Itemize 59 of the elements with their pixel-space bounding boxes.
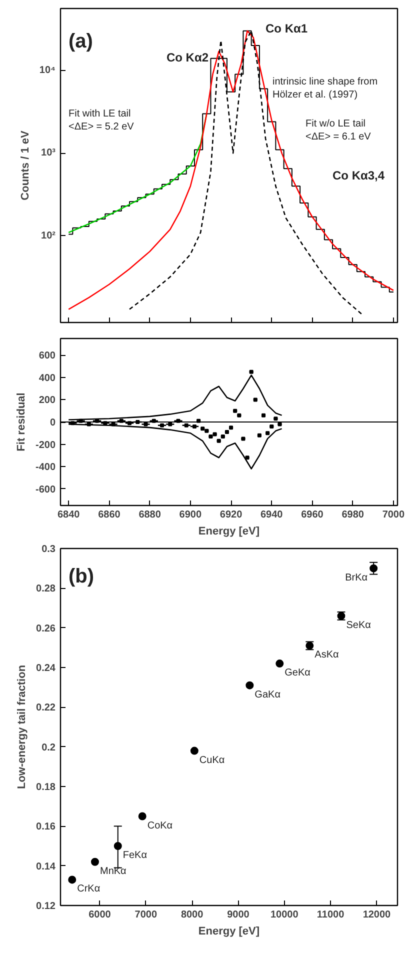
annotation: (a) — [68, 30, 93, 52]
y-tick-label: 200 — [38, 395, 56, 406]
y-tick-label: -400 — [35, 462, 56, 474]
y-tick-label: 0.3 — [42, 544, 56, 555]
x-tick-label: 6980 — [342, 510, 364, 520]
x-tick-label: 10000 — [270, 910, 299, 920]
y-tick-label: 10⁴ — [39, 64, 56, 76]
annotation: (b) — [68, 566, 94, 588]
y-tick-label: 400 — [38, 372, 56, 384]
y-tick-label: 0.16 — [36, 822, 56, 833]
y-axis-title: Counts / 1 eV — [19, 130, 32, 200]
annotation: Fit with LE tail <ΔE> = 5.2 eV — [68, 108, 134, 132]
x-tick-label: 9000 — [227, 910, 250, 920]
y-tick-label: 10² — [41, 230, 56, 242]
annotation: Co Kα1 — [266, 22, 308, 36]
annotation: CuKα — [199, 754, 225, 766]
y-axis-title: Fit residual — [15, 392, 28, 452]
y-tick-label: -600 — [35, 484, 56, 496]
x-tick-label: 6000 — [88, 910, 112, 920]
x-tick-label: 6900 — [179, 510, 202, 520]
y-tick-label: 0.14 — [36, 861, 56, 872]
y-tick-label: 0.24 — [36, 663, 56, 674]
annotation: FeKα — [122, 850, 148, 861]
y-tick-label: 0.18 — [36, 782, 56, 793]
x-tick-label: 7000 — [382, 510, 405, 520]
annotation: MnKα — [100, 866, 127, 877]
annotation: intrinsic line shape from Hölzer et al. (1997) — [272, 76, 378, 100]
x-tick-label: 12000 — [362, 910, 392, 920]
annotation: CrKα — [77, 884, 100, 895]
annotation: BrKα — [345, 572, 368, 584]
x-tick-label: 6860 — [98, 510, 121, 520]
y-axis-title: Low-energy tail fraction — [16, 664, 28, 790]
x-tick-label: 6840 — [57, 510, 80, 520]
annotation: SeKα — [346, 620, 372, 631]
x-tick-label: 8000 — [180, 910, 204, 920]
y-tick-label: 0.22 — [36, 702, 56, 714]
y-tick-label: 0.28 — [36, 584, 56, 595]
x-tick-label: 6880 — [138, 510, 162, 520]
annotation: AsKα — [314, 650, 339, 661]
annotation: Co Kα2 — [166, 50, 209, 64]
annotation: Co Kα3,4 — [332, 168, 385, 182]
y-tick-label: 10³ — [41, 148, 56, 159]
x-tick-label: 6960 — [301, 510, 324, 520]
x-tick-label: 6920 — [220, 510, 243, 520]
annotation: GeKα — [284, 668, 311, 679]
x-tick-label: 7000 — [134, 910, 158, 920]
y-tick-label: 0 — [50, 418, 56, 428]
annotation: GaKα — [254, 689, 281, 700]
y-tick-label: 0.2 — [42, 742, 56, 754]
x-axis-title: Energy [eV] — [198, 926, 260, 938]
y-tick-label: 0.12 — [36, 901, 56, 912]
y-tick-label: 0.26 — [36, 623, 56, 634]
x-axis-title: Energy [eV] — [198, 526, 260, 538]
y-tick-label: 600 — [38, 350, 56, 362]
annotation: CoKα — [147, 820, 173, 832]
x-tick-label: 6940 — [260, 510, 284, 520]
annotation: Fit w/o LE tail <ΔE> = 6.1 eV — [306, 118, 372, 142]
x-tick-label: 11000 — [316, 910, 345, 920]
y-tick-label: -200 — [35, 440, 56, 451]
